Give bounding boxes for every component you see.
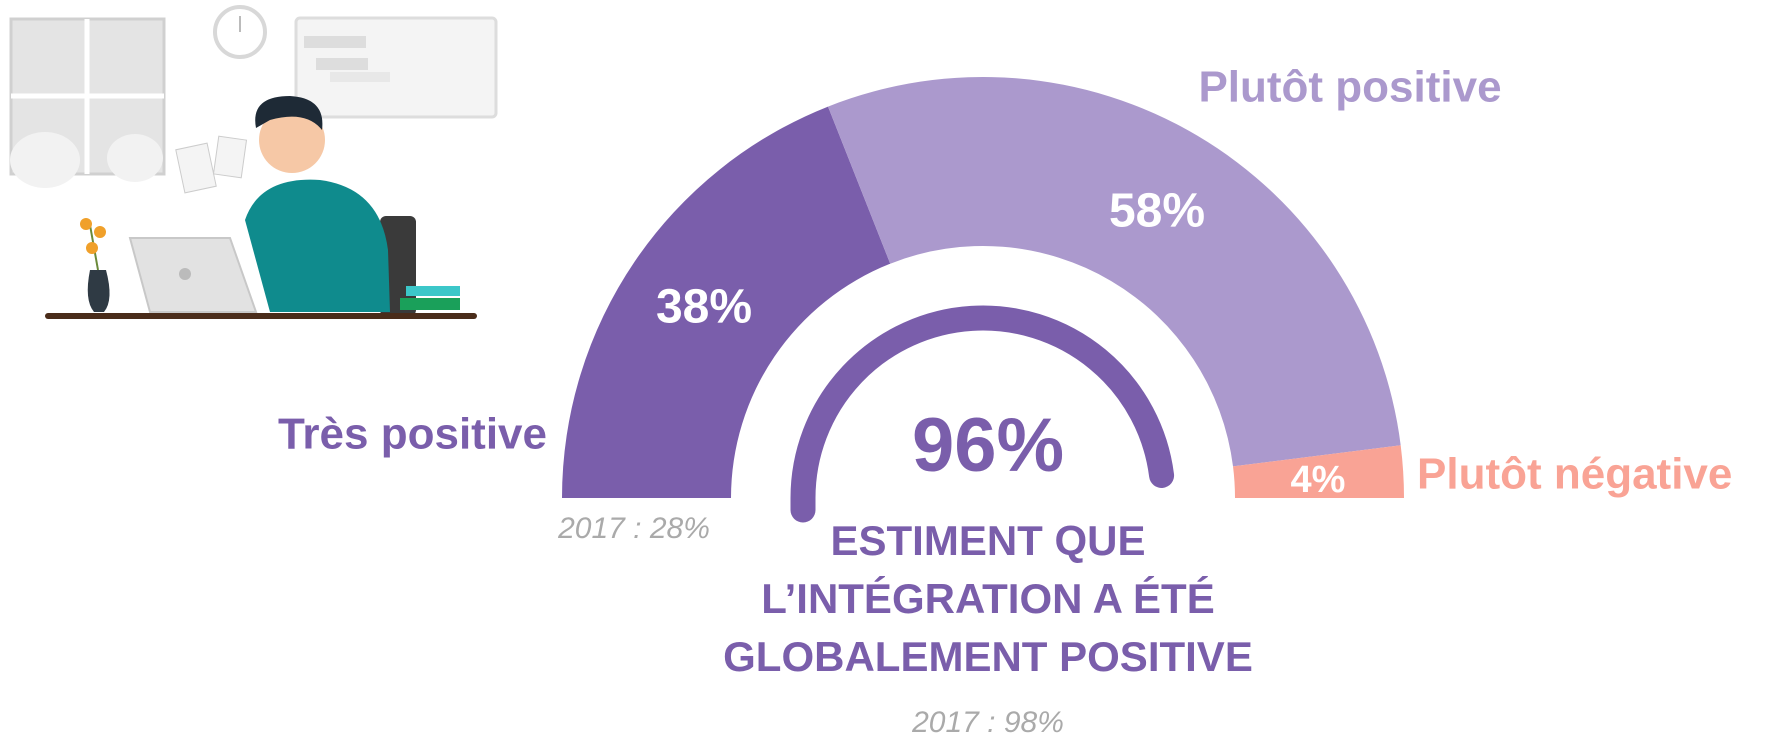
value-label: 38%	[656, 281, 752, 334]
caption-line: ESTIMENT QUE	[830, 517, 1145, 564]
caption-line: L’INTÉGRATION A ÉTÉ	[761, 575, 1214, 622]
value-label: 4%	[1291, 459, 1346, 501]
value-label: 58%	[1109, 185, 1205, 238]
category-label: Plutôt négative	[1417, 450, 1732, 499]
gauge-note: 2017 : 98%	[911, 706, 1064, 738]
gauge-value: 96%	[912, 403, 1064, 488]
category-label: Très positive	[278, 410, 547, 459]
category-label: Plutôt positive	[1198, 63, 1501, 112]
caption-line: GLOBALEMENT POSITIVE	[723, 633, 1253, 680]
note: 2017 : 28%	[557, 512, 710, 545]
illustration	[10, 7, 496, 319]
chart: 2017 : 28% 2017 : 98% 38% Très positive 58…	[0, 0, 1767, 738]
